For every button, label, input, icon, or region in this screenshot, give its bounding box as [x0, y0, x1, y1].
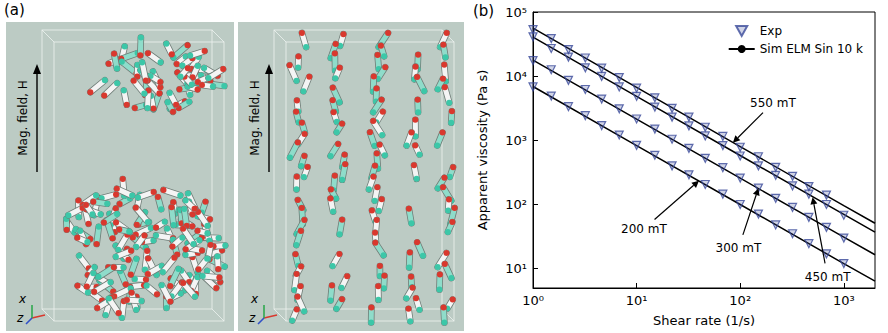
- svg-text:x: x: [250, 292, 259, 306]
- svg-text:10²: 10²: [505, 197, 527, 212]
- svg-text:(a): (a): [4, 1, 25, 19]
- svg-text:10⁵: 10⁵: [505, 5, 527, 20]
- svg-text:Mag. field, H: Mag. field, H: [16, 80, 30, 156]
- svg-text:Mag. field, H: Mag. field, H: [248, 80, 262, 156]
- svg-text:10⁴: 10⁴: [505, 69, 527, 84]
- svg-text:Sim ELM Sin 10 k: Sim ELM Sin 10 k: [760, 42, 863, 56]
- svg-text:Apparent viscosity (Pa s): Apparent viscosity (Pa s): [475, 70, 490, 231]
- svg-text:10¹: 10¹: [626, 293, 648, 308]
- svg-text:10³: 10³: [505, 133, 527, 148]
- svg-text:10²: 10²: [729, 293, 751, 308]
- svg-text:200 mT: 200 mT: [621, 222, 667, 236]
- svg-text:Exp: Exp: [760, 24, 782, 38]
- svg-text:(b): (b): [473, 2, 494, 20]
- svg-text:10⁰: 10⁰: [522, 293, 544, 308]
- svg-text:450 mT: 450 mT: [805, 270, 851, 284]
- svg-text:10¹: 10¹: [505, 261, 527, 276]
- svg-text:10³: 10³: [833, 293, 855, 308]
- svg-text:x: x: [18, 292, 27, 306]
- svg-text:z: z: [16, 311, 24, 325]
- svg-text:550 mT: 550 mT: [750, 96, 796, 110]
- svg-text:300 mT: 300 mT: [716, 241, 762, 255]
- svg-text:Shear rate (1/s): Shear rate (1/s): [653, 313, 755, 328]
- svg-text:z: z: [248, 311, 256, 325]
